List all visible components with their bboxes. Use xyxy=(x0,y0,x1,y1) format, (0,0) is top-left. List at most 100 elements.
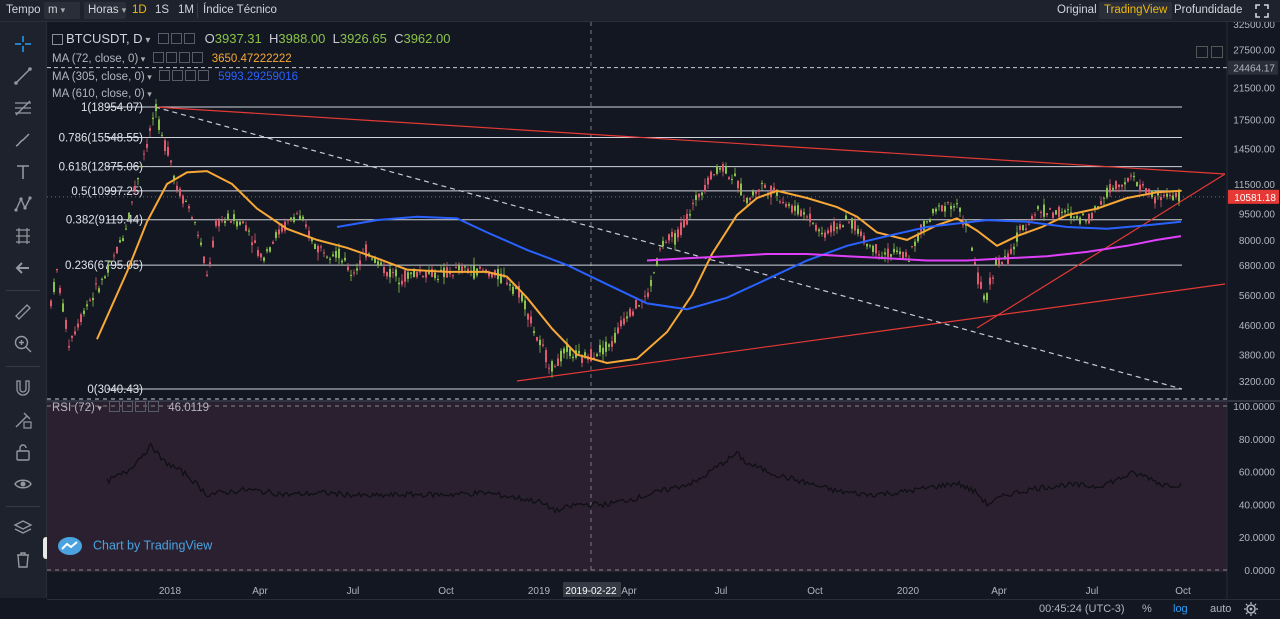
candle-body xyxy=(890,254,892,257)
candle-body xyxy=(1067,209,1069,211)
candle-body xyxy=(311,237,313,242)
candle-body xyxy=(1052,212,1054,218)
candle-body xyxy=(515,287,517,289)
interval-1m-button[interactable]: 1M xyxy=(178,4,194,16)
percent-toggle[interactable]: % xyxy=(1142,603,1152,615)
candle-body xyxy=(902,251,904,259)
unlock-icon[interactable] xyxy=(13,442,33,462)
pattern-icon[interactable] xyxy=(13,194,33,214)
price-axis-label: 11500.00 xyxy=(1234,180,1275,191)
candle-body xyxy=(746,197,748,204)
fib-tool-icon[interactable] xyxy=(13,98,33,118)
candle-body xyxy=(737,180,739,189)
candle-body xyxy=(164,140,166,152)
price-chart[interactable]: 1(18954.07) 0.786(15548.55) 0.618(12875.06… xyxy=(47,22,1280,599)
trash-icon[interactable] xyxy=(13,550,33,570)
candle-body xyxy=(530,316,532,324)
lock-drawing-icon[interactable] xyxy=(13,410,33,430)
candle-body xyxy=(245,225,247,231)
candle-body xyxy=(209,262,211,265)
candle-body xyxy=(695,195,697,200)
measure-icon[interactable] xyxy=(13,226,33,246)
legend-actions[interactable] xyxy=(109,401,161,415)
pane-close-icon[interactable] xyxy=(1211,46,1223,58)
candle-body xyxy=(752,191,754,196)
tradingview-watermark[interactable]: Chart by TradingView xyxy=(58,537,212,555)
ma72-label[interactable]: MA (72, close, 0) xyxy=(52,53,139,66)
auto-toggle[interactable]: auto xyxy=(1210,603,1232,615)
candle-body xyxy=(536,336,538,341)
candle-body xyxy=(236,221,238,227)
candle-body xyxy=(356,268,358,271)
fullscreen-icon[interactable] xyxy=(1254,3,1270,19)
candle-body xyxy=(242,221,244,224)
candle-body xyxy=(572,356,574,359)
candle-body xyxy=(374,256,376,264)
time-axis-label: Jul xyxy=(715,586,728,597)
candle-body xyxy=(971,247,973,251)
back-arrow-icon[interactable] xyxy=(13,258,33,278)
hours-select[interactable]: Horas xyxy=(84,2,126,19)
log-toggle[interactable]: log xyxy=(1173,603,1188,615)
candle-body xyxy=(74,331,76,335)
interval-1s-button[interactable]: 1S xyxy=(155,4,170,16)
fib-level-label: 0(3040.43) xyxy=(87,384,143,396)
legend-actions[interactable] xyxy=(152,52,205,66)
trend-line-icon[interactable] xyxy=(13,66,33,86)
candle-body xyxy=(1058,207,1060,217)
zoom-in-icon[interactable] xyxy=(13,334,33,354)
candle-body xyxy=(113,255,115,257)
layers-icon[interactable] xyxy=(13,518,33,538)
candle-body xyxy=(131,201,133,203)
price-axis-label: 24464.17 xyxy=(1233,64,1275,75)
candle-body xyxy=(338,248,340,259)
candle-body xyxy=(398,282,400,285)
legend-actions[interactable] xyxy=(158,70,211,84)
tab-tradingview[interactable]: TradingView xyxy=(1099,2,1173,19)
candle-body xyxy=(749,197,751,200)
indicators-button[interactable]: Índice Técnico xyxy=(203,4,277,16)
candle-body xyxy=(674,233,676,245)
candle-body xyxy=(194,221,196,223)
candle-body xyxy=(401,280,403,285)
brush-icon[interactable] xyxy=(13,130,33,150)
close-label: C xyxy=(394,31,404,46)
candle-body xyxy=(158,119,160,130)
candle-body xyxy=(320,246,322,248)
candle-body xyxy=(1013,246,1015,250)
candle-body xyxy=(1160,196,1162,200)
eye-icon[interactable] xyxy=(13,474,33,494)
candle-body xyxy=(644,295,646,297)
candle-body xyxy=(590,349,592,361)
clock[interactable]: 00:45:24 (UTC-3) xyxy=(1039,603,1125,615)
pane-maximize-icon[interactable] xyxy=(1196,46,1208,58)
candle-body xyxy=(230,221,232,223)
text-icon[interactable] xyxy=(13,162,33,182)
candle-body xyxy=(635,299,637,309)
candle-body xyxy=(257,250,259,256)
candle-body xyxy=(353,272,355,274)
ma610-label[interactable]: MA (610, close, 0) xyxy=(52,88,145,100)
legend-actions[interactable] xyxy=(158,32,197,47)
tab-profundidade[interactable]: Profundidade xyxy=(1174,4,1243,16)
interval-select[interactable]: m xyxy=(44,2,80,19)
ruler-icon[interactable] xyxy=(13,302,33,322)
candle-body xyxy=(812,222,814,224)
candle-body xyxy=(1037,206,1039,209)
candle-body xyxy=(986,293,988,301)
settings-gear-icon[interactable] xyxy=(1244,602,1258,616)
magnet-icon[interactable] xyxy=(13,378,33,398)
crosshair-icon[interactable] xyxy=(13,34,33,54)
collapse-icon[interactable] xyxy=(52,34,63,46)
candle-body xyxy=(947,201,949,203)
ma305-label[interactable]: MA (305, close, 0) xyxy=(52,71,145,84)
symbol-name[interactable]: BTCUSDT, D xyxy=(66,31,143,46)
interval-1d-button[interactable]: 1D xyxy=(132,4,147,16)
candle-body xyxy=(554,366,556,368)
tab-original[interactable]: Original xyxy=(1057,4,1097,16)
rsi-label[interactable]: RSI (72) xyxy=(52,402,95,415)
scroll-handle[interactable] xyxy=(43,537,49,559)
candle-body xyxy=(761,182,763,184)
candle-body xyxy=(803,212,805,215)
candle-body xyxy=(50,300,52,307)
